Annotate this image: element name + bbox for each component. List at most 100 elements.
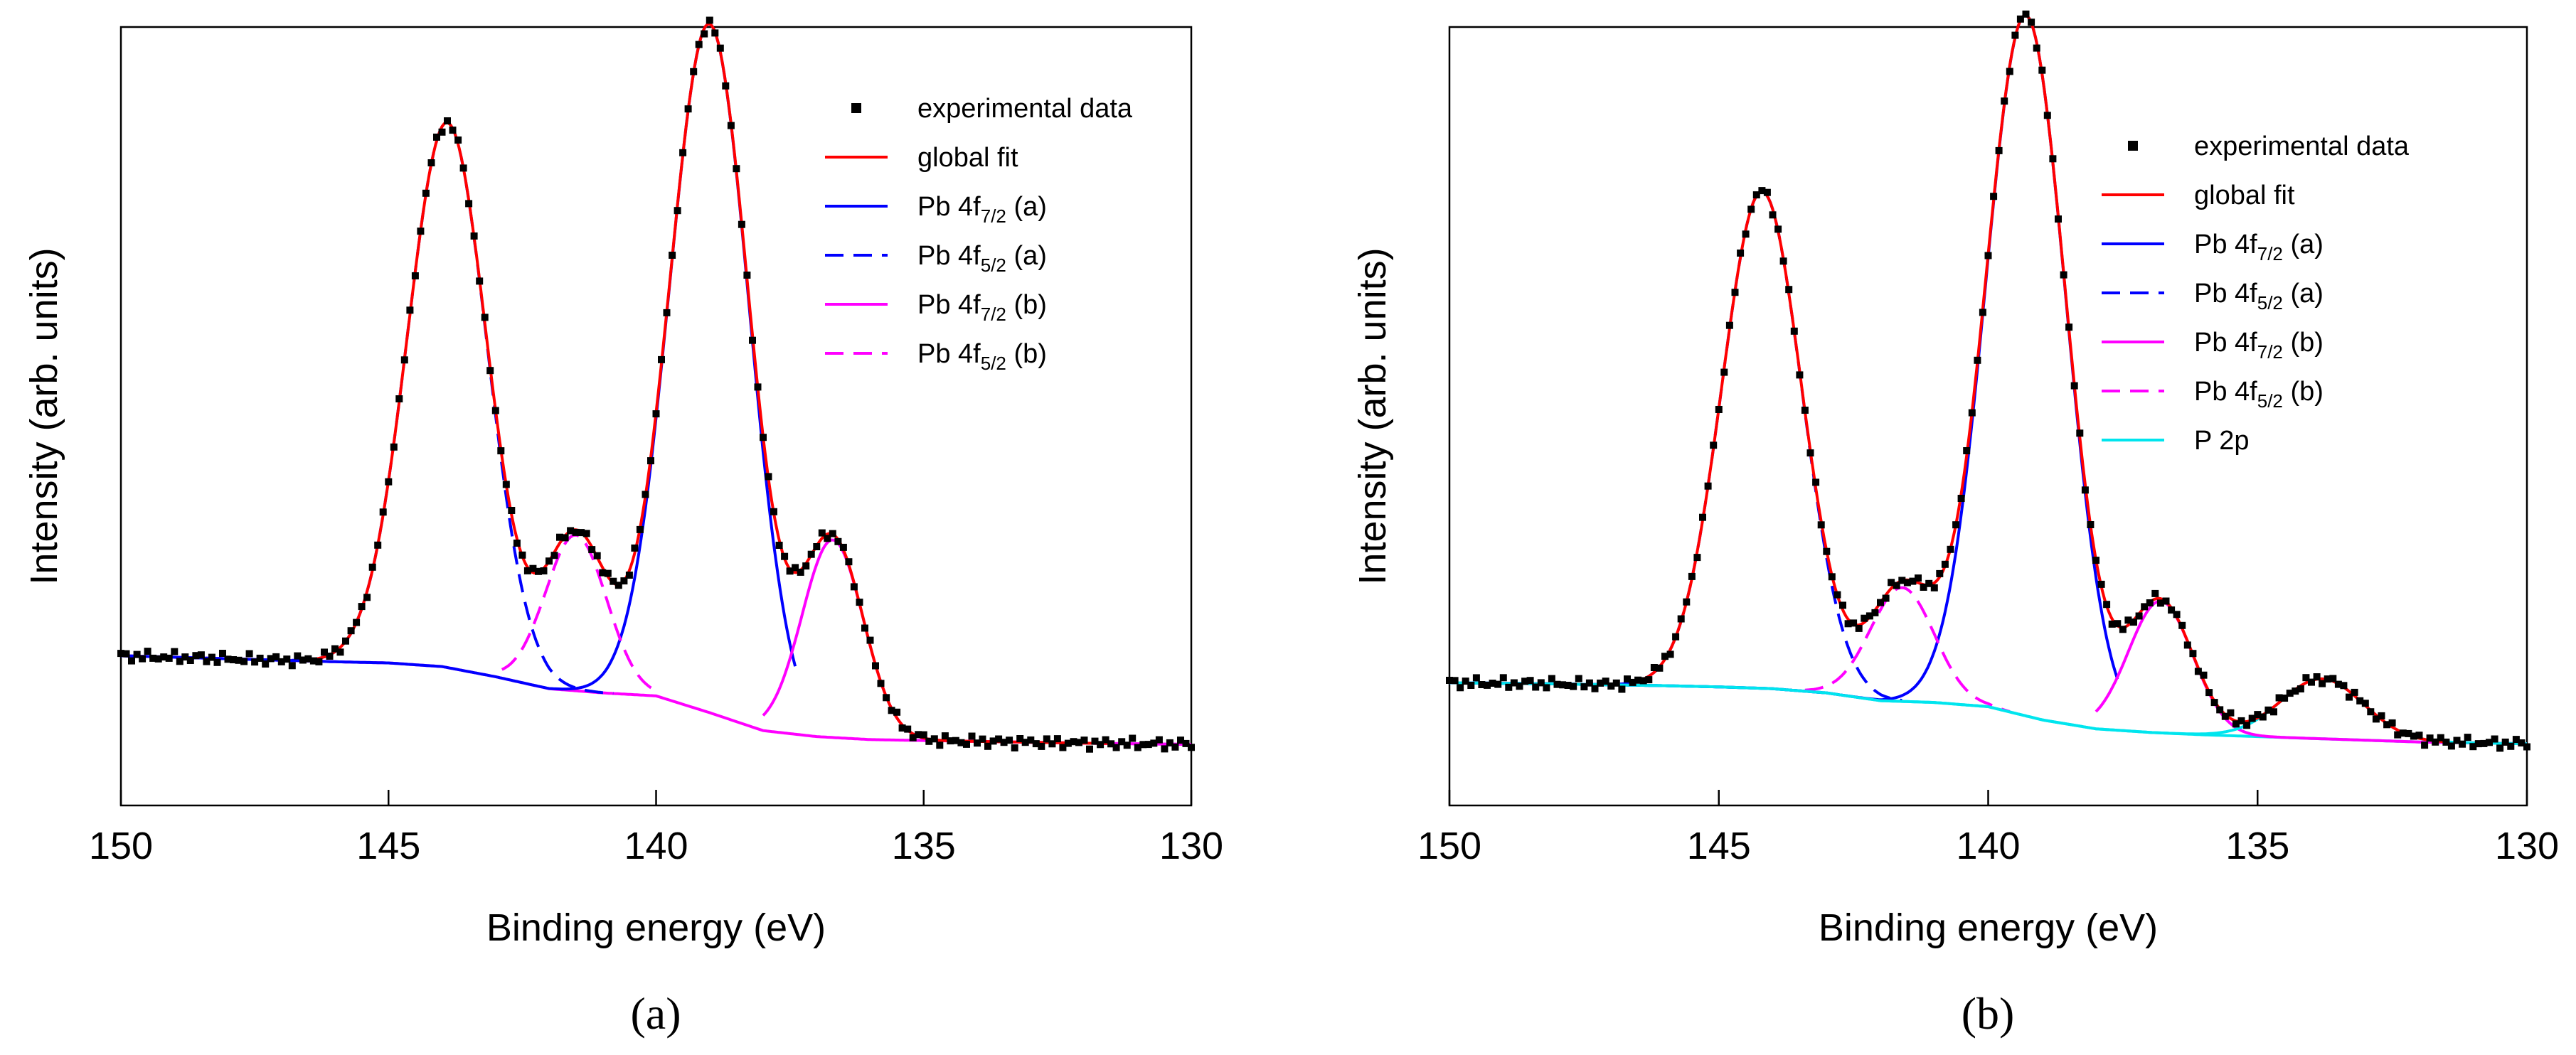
- data-point: [1844, 620, 1852, 628]
- data-point: [1505, 683, 1513, 691]
- data-point: [1182, 739, 1190, 747]
- data-point: [2356, 697, 2364, 705]
- data-point: [2453, 737, 2461, 744]
- data-point: [358, 603, 366, 611]
- data-point: [1704, 482, 1712, 490]
- data-point: [1629, 678, 1636, 686]
- legend-label-main: Pb 4f: [2194, 328, 2257, 358]
- data-point: [1553, 680, 1561, 688]
- data-point: [2243, 722, 2251, 729]
- data-point: [2405, 729, 2412, 737]
- data-point: [604, 569, 612, 577]
- data-point: [2421, 741, 2429, 749]
- data-point: [1032, 740, 1040, 748]
- data-point: [1016, 735, 1024, 742]
- data-point: [2232, 720, 2240, 728]
- x-tick-label: 140: [1956, 825, 2020, 867]
- data-point: [1888, 579, 1895, 587]
- data-point: [1725, 321, 1733, 329]
- data-point: [765, 473, 772, 481]
- data-point: [1893, 582, 1900, 589]
- data-point: [1053, 735, 1061, 743]
- data-point: [1656, 664, 1664, 672]
- data-point: [508, 507, 516, 514]
- data-point: [2480, 739, 2488, 747]
- data-point: [2518, 739, 2526, 746]
- data-point: [213, 658, 221, 666]
- data-point: [2060, 271, 2067, 279]
- data-point: [1118, 738, 1126, 746]
- data-point: [197, 651, 205, 659]
- data-point: [470, 232, 478, 240]
- data-point: [309, 657, 317, 665]
- legend-label-subscript: 5/2: [2257, 292, 2283, 314]
- data-point: [1747, 205, 1755, 213]
- data-point: [230, 656, 237, 663]
- data-point: [2200, 671, 2208, 679]
- data-point: [1877, 599, 1884, 606]
- data-point: [304, 655, 312, 663]
- data-point: [315, 658, 323, 665]
- data-point: [262, 660, 270, 668]
- data-point: [1941, 560, 1949, 568]
- data-point: [2507, 742, 2515, 750]
- data-point: [2092, 557, 2099, 564]
- data-point: [1597, 679, 1604, 687]
- data-point: [792, 564, 799, 572]
- data-point: [2011, 31, 2019, 39]
- data-point: [1990, 193, 1998, 200]
- data-point: [2367, 708, 2375, 716]
- data-point: [1742, 230, 1750, 238]
- legend-label: P 2p: [2194, 426, 2249, 456]
- data-point: [1785, 286, 1793, 294]
- data-point: [786, 567, 794, 575]
- data-point: [556, 533, 563, 541]
- data-point: [1672, 633, 1680, 641]
- data-point: [550, 552, 558, 559]
- data-point: [1123, 741, 1131, 749]
- data-point: [1537, 679, 1545, 687]
- data-point: [294, 652, 302, 660]
- legend-label-main: P 2p: [2194, 426, 2249, 456]
- legend-label: global fit: [2194, 181, 2295, 210]
- data-point: [374, 541, 382, 549]
- data-point: [2275, 694, 2283, 702]
- data-point: [1091, 737, 1099, 745]
- data-point: [1155, 736, 1163, 744]
- data-point: [636, 525, 644, 533]
- x-tick-label: 145: [356, 825, 420, 867]
- data-point: [2156, 599, 2164, 607]
- data-point: [545, 557, 553, 565]
- data-point: [1526, 677, 1534, 685]
- legend-label: experimental data: [2194, 132, 2410, 161]
- data-point: [2523, 743, 2530, 751]
- data-point: [1952, 521, 1960, 529]
- data-point: [2286, 690, 2294, 697]
- data-point: [1957, 495, 1965, 502]
- data-point: [2055, 215, 2062, 223]
- legend-label-subscript: 7/2: [981, 205, 1006, 227]
- legend-label-tail: (a): [1006, 192, 1047, 222]
- data-point: [208, 653, 215, 661]
- data-point: [716, 44, 724, 52]
- data-point: [1774, 225, 1782, 233]
- data-point: [1446, 677, 1453, 684]
- data-point: [1882, 594, 1890, 602]
- data-point: [326, 653, 334, 660]
- data-point: [807, 550, 815, 558]
- data-point: [2281, 695, 2289, 702]
- data-point: [1947, 545, 1954, 553]
- legend-label-tail: (b): [1006, 290, 1047, 320]
- data-point: [128, 657, 135, 665]
- data-point: [1677, 615, 1685, 623]
- data-point: [1499, 674, 1507, 682]
- x-tick-label: 150: [1417, 825, 1481, 867]
- data-point: [2292, 687, 2299, 695]
- data-point: [845, 558, 853, 566]
- component-curve: [501, 533, 657, 692]
- data-point: [1763, 188, 1771, 196]
- data-point: [727, 122, 735, 129]
- data-point: [877, 680, 885, 687]
